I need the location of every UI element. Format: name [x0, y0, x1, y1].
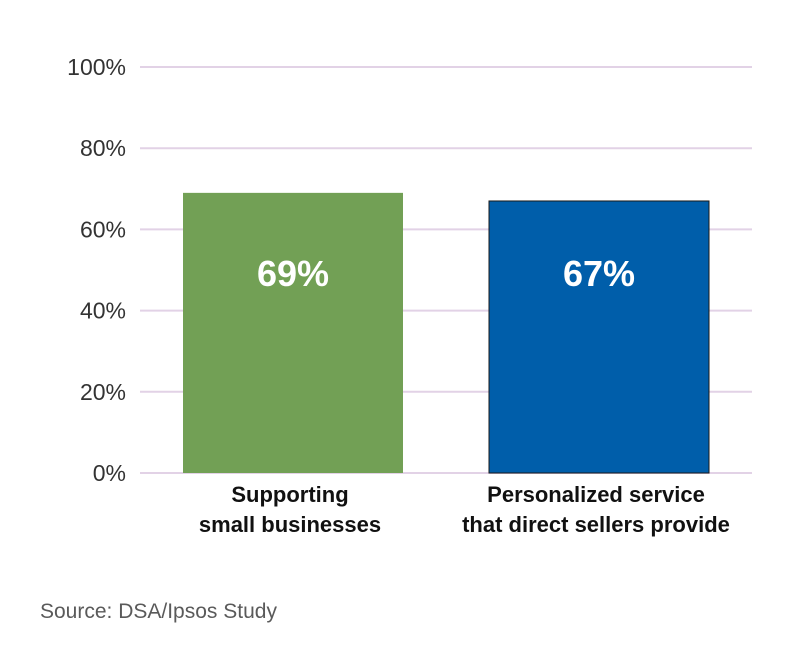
y-tick-label: 100%: [67, 54, 126, 80]
y-tick-label: 0%: [93, 460, 126, 486]
bars: 69% 67%: [183, 192, 710, 474]
x-tick-label: Supporting: [231, 482, 348, 507]
x-tick-label: small businesses: [199, 512, 381, 537]
x-tick-label: that direct sellers provide: [462, 512, 730, 537]
bar: [488, 200, 710, 474]
bar-value-label: 69%: [257, 253, 329, 294]
x-axis-labels: Supporting small businesses Personalized s…: [199, 482, 730, 537]
y-tick-label: 60%: [80, 216, 126, 242]
y-axis-ticks: 0% 20% 40% 60% 80% 100%: [67, 54, 126, 486]
bar: [183, 192, 403, 474]
y-tick-label: 20%: [80, 379, 126, 405]
y-tick-label: 40%: [80, 298, 126, 324]
source-note: Source: DSA/Ipsos Study: [40, 600, 277, 623]
x-tick-label: Personalized service: [487, 482, 705, 507]
y-tick-label: 80%: [80, 135, 126, 161]
bar-value-label: 67%: [563, 253, 635, 294]
